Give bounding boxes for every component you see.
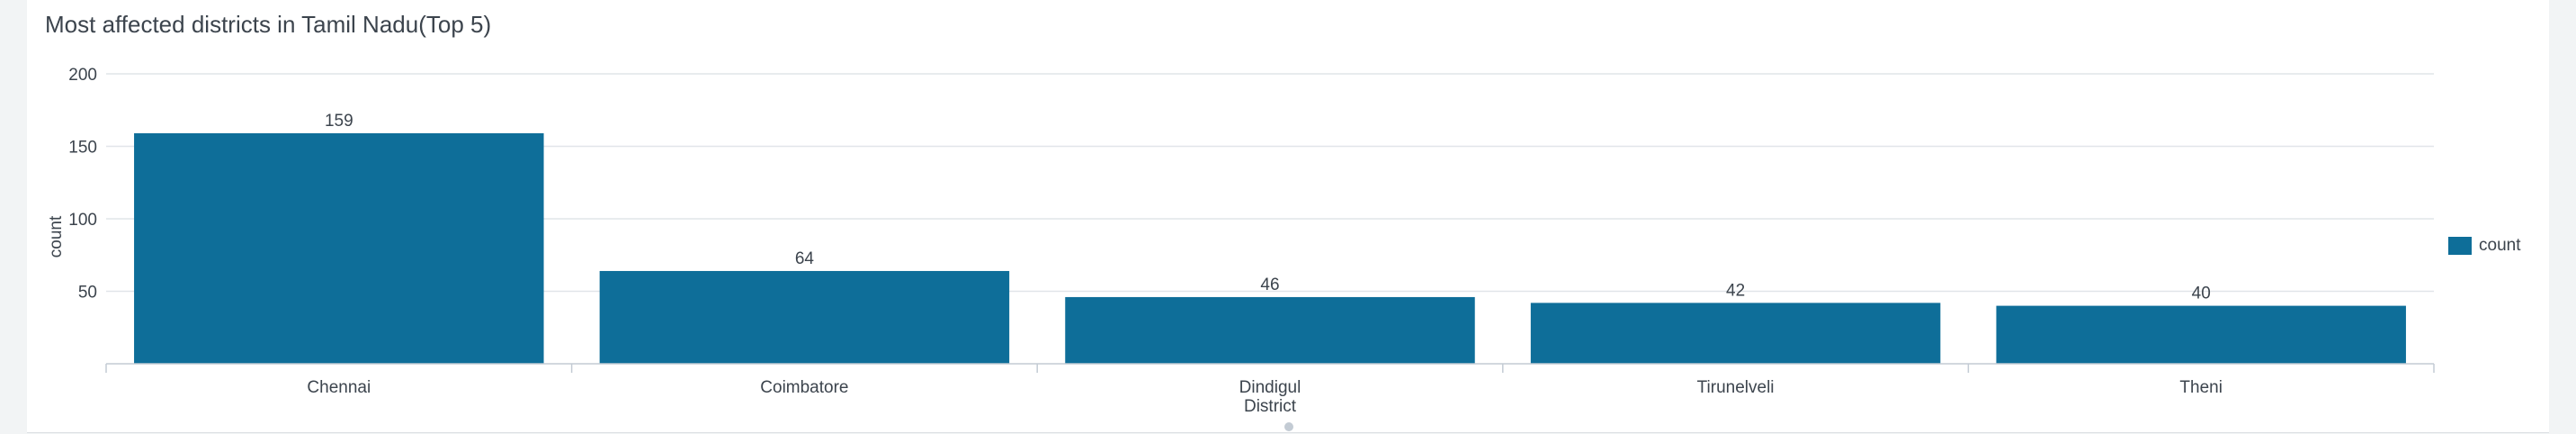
x-tick-label: Tirunelveli: [1697, 378, 1775, 397]
bar-tirunelveli[interactable]: [1530, 303, 1941, 364]
x-axis: Chennai Coimbatore Dindigul Tirunelveli Then…: [105, 363, 2435, 397]
data-label: 40: [2192, 285, 2211, 303]
y-axis-label: count: [47, 215, 66, 258]
legend-label: count: [2479, 236, 2521, 255]
x-tick-label: Coimbatore: [760, 378, 848, 397]
x-tick-label: Theni: [2179, 378, 2223, 397]
x-tick-label: Chennai: [307, 378, 371, 397]
x-tick-label: Dindigul: [1239, 378, 1301, 397]
y-axis-ticks: 50 100 150 200: [68, 66, 97, 303]
bar-chart: 50 100 150 200 159 64 46 42 40 Chennai Coimbator…: [47, 66, 2435, 416]
bars: [134, 133, 2406, 364]
y-tick-label: 50: [78, 284, 97, 303]
y-tick-label: 200: [68, 66, 97, 85]
data-label: 42: [1726, 281, 1745, 300]
x-axis-label: District: [1244, 397, 1297, 416]
data-label: 46: [1260, 276, 1279, 294]
legend[interactable]: count: [2448, 236, 2520, 256]
bar-theni[interactable]: [1996, 305, 2406, 364]
panel-title: Most affected districts in Tamil Nadu(To…: [45, 11, 492, 38]
resize-handle[interactable]: [1284, 422, 1293, 431]
bar-dindigul[interactable]: [1065, 296, 1475, 364]
data-label: 64: [795, 249, 815, 268]
y-tick-label: 100: [68, 211, 97, 230]
data-label: 159: [325, 112, 353, 131]
data-labels: 159 64 46 42 40: [325, 112, 2211, 303]
chart-panel: Most affected districts in Tamil Nadu(To…: [27, 0, 2549, 433]
legend-swatch: [2448, 237, 2472, 255]
bar-chennai[interactable]: [134, 133, 544, 364]
bar-coimbatore[interactable]: [599, 270, 1010, 364]
y-tick-label: 150: [68, 139, 97, 158]
